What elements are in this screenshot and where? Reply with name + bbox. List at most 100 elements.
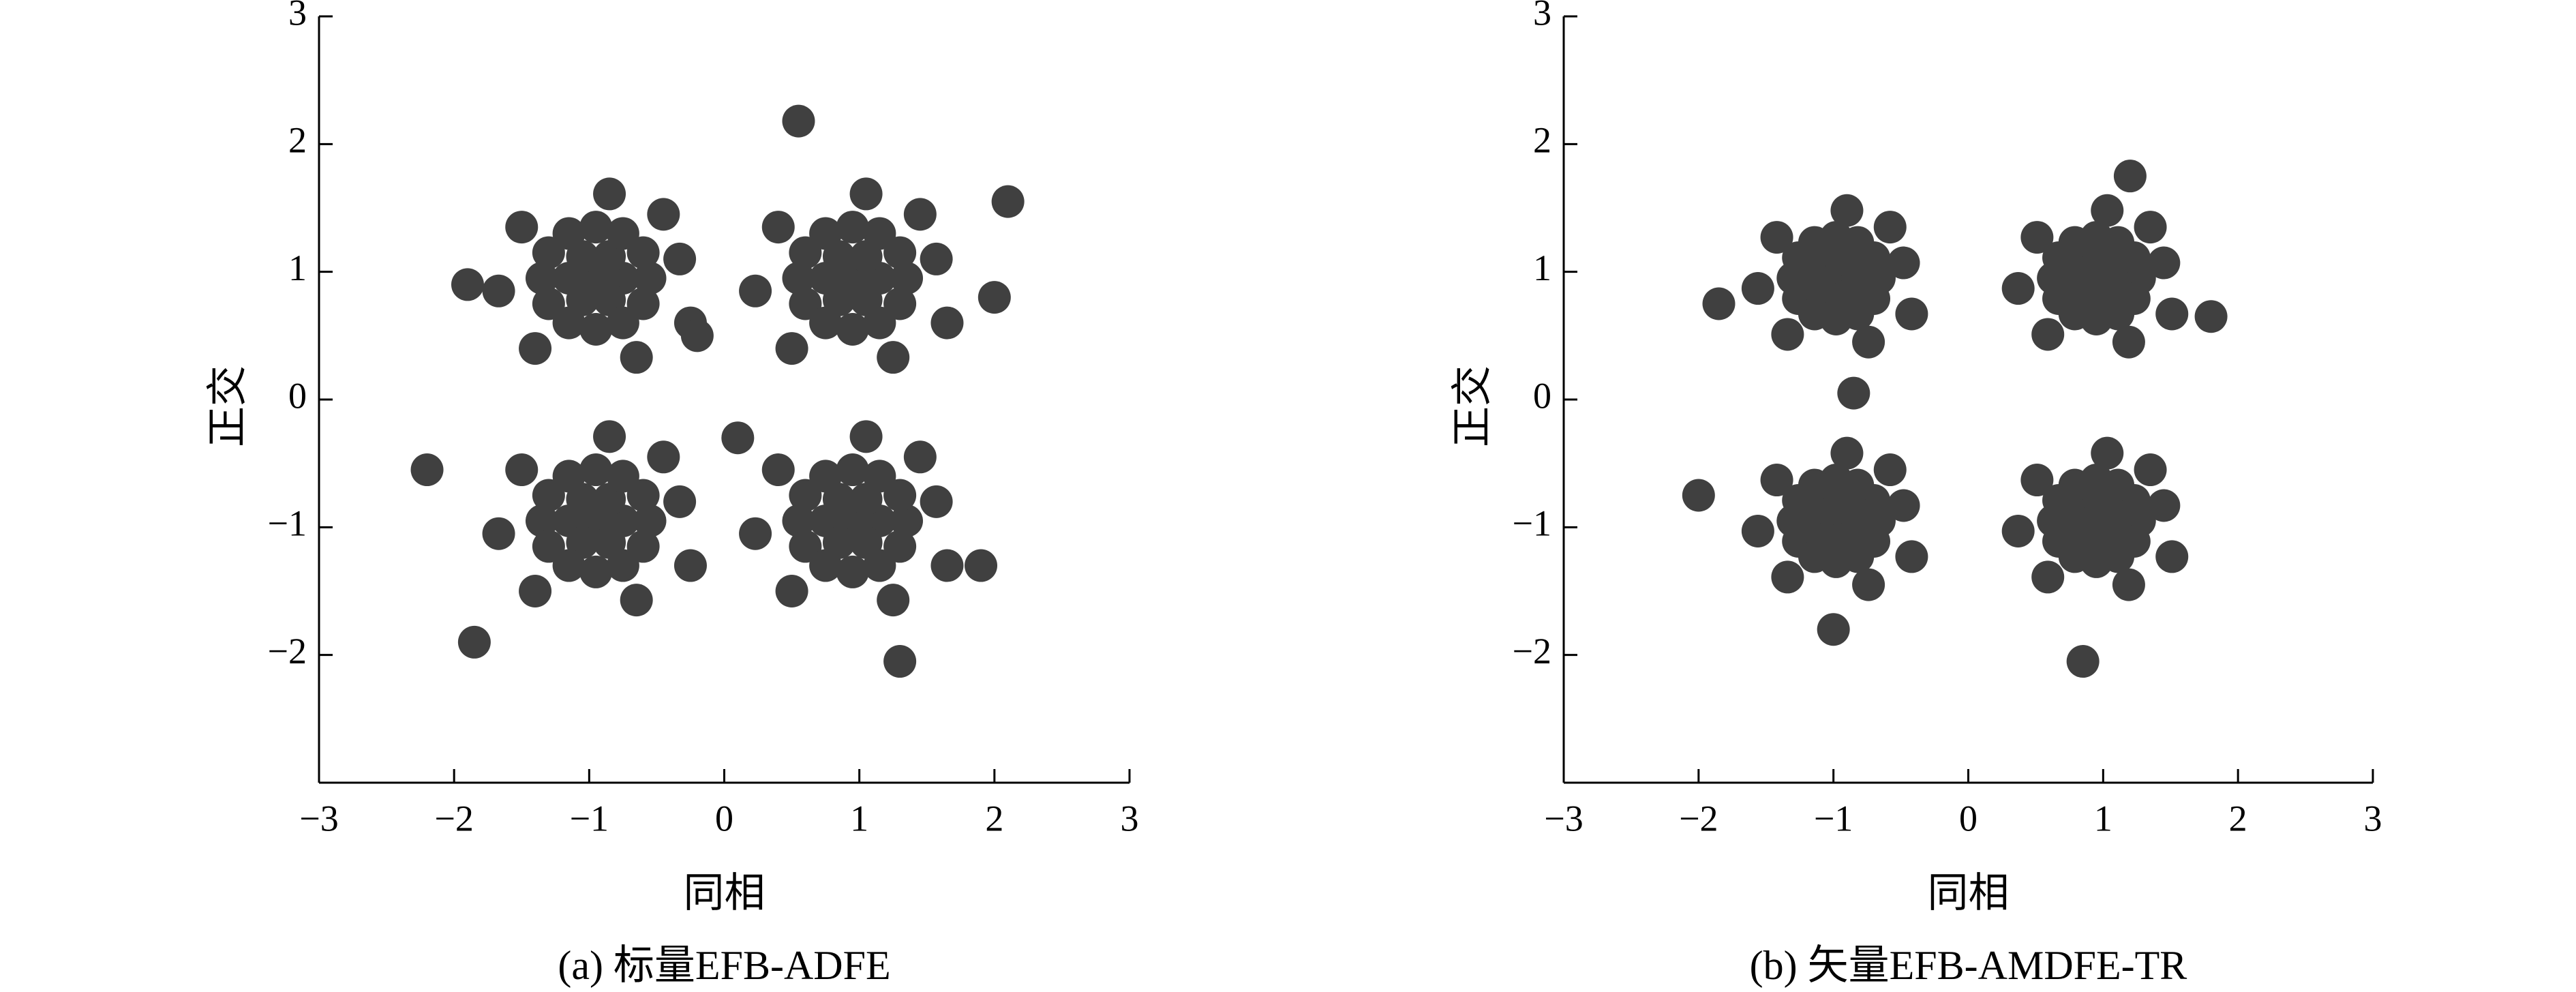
point <box>1760 464 1793 497</box>
point <box>532 479 565 512</box>
y-tick-label: 2 <box>288 120 307 161</box>
point <box>1771 560 1804 594</box>
point <box>1895 297 1928 331</box>
point <box>809 549 843 582</box>
point <box>626 287 660 320</box>
point <box>2113 160 2147 193</box>
y-tick-label: −1 <box>268 503 307 544</box>
point <box>2117 524 2151 558</box>
point <box>761 453 795 487</box>
y-tick-label: −2 <box>268 631 307 672</box>
point <box>739 517 772 550</box>
point <box>525 262 558 295</box>
point <box>1771 318 1804 351</box>
x-tick-label: −2 <box>434 798 473 839</box>
x-tick-label: 1 <box>850 798 868 839</box>
point <box>836 453 869 487</box>
x-tick-label: 3 <box>1121 798 1139 839</box>
point <box>1873 453 1907 487</box>
point <box>2031 318 2065 351</box>
point <box>890 504 924 537</box>
x-tick-label: 2 <box>985 798 1003 839</box>
point <box>782 262 815 295</box>
x-tick-label: 0 <box>715 798 733 839</box>
point <box>663 485 697 518</box>
point <box>1887 489 1920 522</box>
point <box>2066 645 2100 678</box>
point <box>1741 272 1774 305</box>
point <box>1858 282 1891 316</box>
x-tick-label: 2 <box>2229 798 2247 839</box>
point <box>1702 287 1736 320</box>
point <box>739 274 772 307</box>
x-tick-label: −3 <box>1544 798 1583 839</box>
point <box>482 517 515 550</box>
point <box>2134 211 2167 244</box>
point <box>782 504 815 537</box>
point <box>2091 436 2124 470</box>
x-tick-label: −2 <box>1679 798 1718 839</box>
point <box>903 198 937 231</box>
point <box>1682 479 1715 512</box>
point <box>552 306 586 340</box>
point <box>782 104 815 138</box>
y-tick-label: 0 <box>1533 375 1551 416</box>
y-tick-label: −1 <box>1513 503 1551 544</box>
point <box>883 287 917 320</box>
point <box>620 584 653 617</box>
point <box>633 504 667 537</box>
point <box>991 185 1025 218</box>
point <box>930 306 964 340</box>
point <box>903 440 937 474</box>
point <box>1858 524 1891 558</box>
point <box>579 211 613 244</box>
x-tick-label: 3 <box>2364 798 2382 839</box>
point <box>451 268 484 301</box>
point <box>2020 221 2054 254</box>
x-axis-label: 同相 <box>1928 871 2010 916</box>
point <box>606 460 639 493</box>
point <box>2155 297 2189 331</box>
y-tick-label: 2 <box>1533 120 1551 161</box>
point <box>579 453 613 487</box>
point <box>2112 325 2145 359</box>
point <box>2134 453 2167 487</box>
point <box>863 217 896 250</box>
point <box>606 217 639 250</box>
point <box>410 453 444 487</box>
x-tick-label: −1 <box>570 798 609 839</box>
x-axis-label: 同相 <box>684 871 766 916</box>
point <box>620 341 653 374</box>
point <box>930 549 964 582</box>
point <box>680 319 714 352</box>
point <box>2147 246 2181 280</box>
point <box>593 420 626 453</box>
point <box>505 211 539 244</box>
panel: −3 −2 −1 0 1 2 3 −2 −1 0 1 2 3 同相 (b) 矢量EFB-AMDFE-TR 正交 <box>1450 0 2382 988</box>
point <box>721 421 755 455</box>
point <box>525 504 558 537</box>
panel: −3 −2 −1 0 1 2 3 −2 −1 0 1 2 3 同相 (a) 标量EFB-ADFE 正交 <box>205 0 1139 988</box>
y-tick-label: 1 <box>288 247 307 288</box>
point <box>647 440 680 474</box>
point <box>883 645 917 678</box>
y-axis-label: 正交 <box>1450 365 1495 447</box>
x-tick-label: 0 <box>1959 798 1978 839</box>
point <box>920 242 953 275</box>
point <box>1887 246 1920 280</box>
point <box>809 306 843 340</box>
point <box>2112 568 2145 601</box>
point <box>579 312 613 346</box>
point <box>1817 613 1850 646</box>
point <box>482 274 515 307</box>
point <box>2001 514 2035 547</box>
point <box>863 460 896 493</box>
point <box>2020 464 2054 497</box>
point <box>890 262 924 295</box>
point <box>877 584 910 617</box>
point <box>1830 194 1864 227</box>
x-tick-label: −1 <box>1814 798 1853 839</box>
caption: (a) 标量EFB-ADFE <box>558 943 890 988</box>
y-axis-label: 正交 <box>205 365 250 447</box>
point <box>2091 194 2124 227</box>
